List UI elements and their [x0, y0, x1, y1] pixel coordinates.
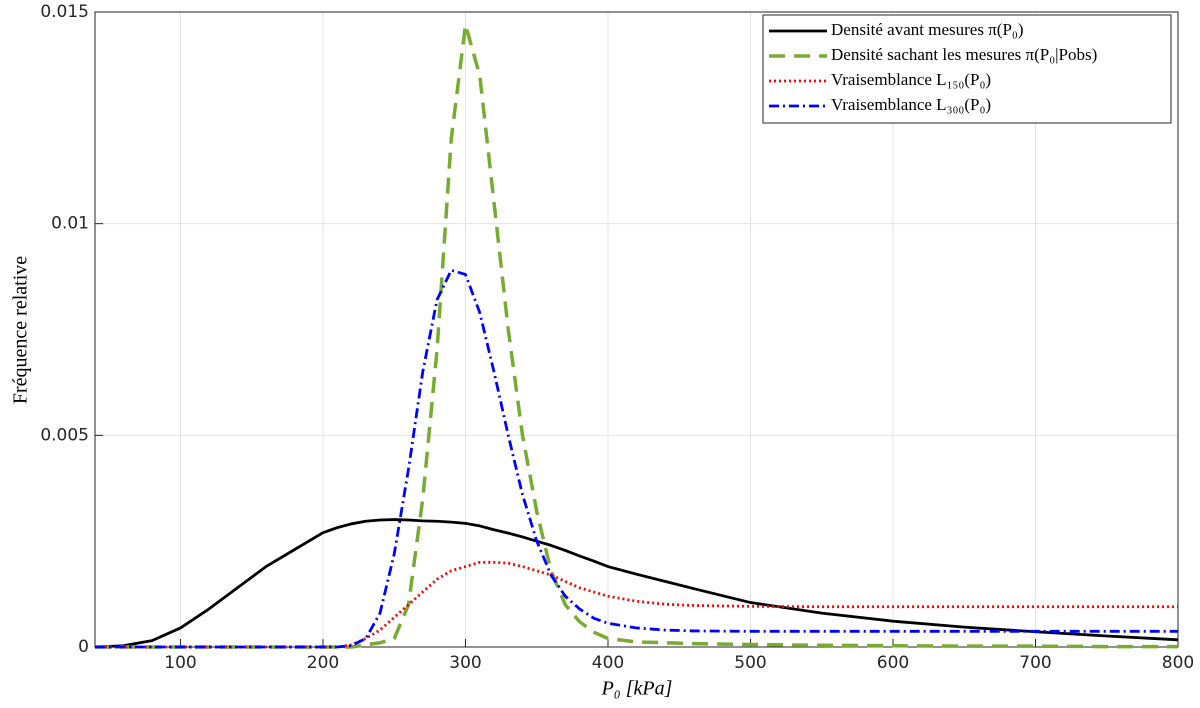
axes-box: [94, 11, 1179, 648]
series-line: [94, 518, 1179, 649]
legend: Densité avant mesures π(P₀) Densité sacha…: [762, 14, 1172, 124]
y-tick-label: 0.01: [51, 214, 89, 234]
series-line: [95, 268, 1178, 649]
x-tick-label: 200: [307, 653, 339, 673]
legend-label: Densité sachant les mesures π(P₀|Pobs): [831, 45, 1097, 64]
x-tick-label: 700: [1019, 653, 1051, 673]
y-axis-label: Fréquence relative: [10, 256, 32, 404]
y-tick-label: 0.015: [40, 2, 89, 22]
x-tick-label: 800: [1162, 653, 1194, 673]
y-tick-label: 0: [78, 637, 89, 657]
x-axis-label: P₀ [kPa]: [601, 678, 673, 700]
legend-label: Densité avant mesures π(P₀): [831, 20, 1024, 39]
x-tick-label: 100: [164, 653, 196, 673]
legend-box: [762, 14, 1172, 124]
y-tick-label: 0.005: [40, 425, 89, 445]
x-tick-label: 300: [449, 653, 481, 673]
x-tick-label: 500: [734, 653, 766, 673]
x-tick-label: 400: [592, 653, 624, 673]
legend-label: Vraisemblance L₃₀₀(P₀): [831, 95, 991, 114]
legend-label: Vraisemblance L₁₅₀(P₀): [831, 70, 991, 89]
x-tick-label: 600: [877, 653, 909, 673]
